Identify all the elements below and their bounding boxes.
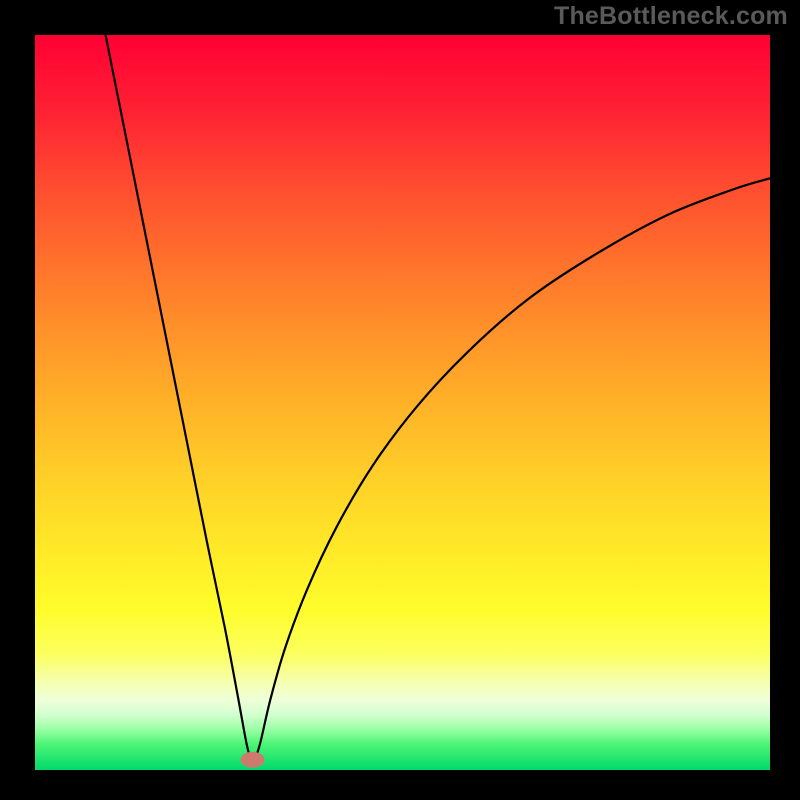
minimum-marker xyxy=(241,752,265,768)
bottleneck-chart xyxy=(0,0,800,800)
gradient-background xyxy=(35,35,770,770)
watermark-text: TheBottleneck.com xyxy=(554,2,788,31)
chart-stage: TheBottleneck.com xyxy=(0,0,800,800)
